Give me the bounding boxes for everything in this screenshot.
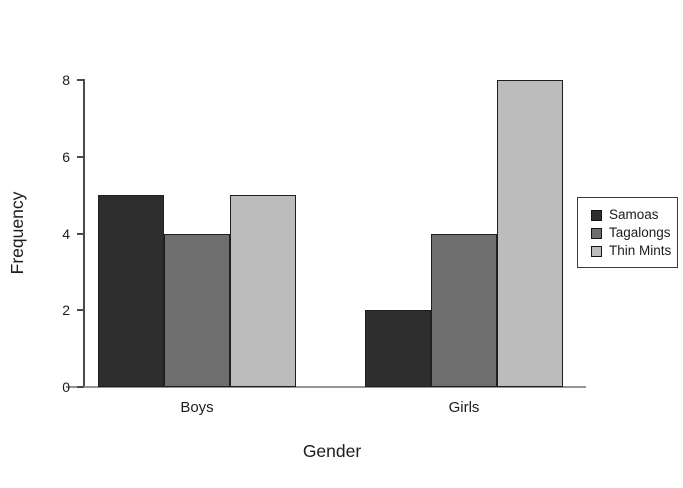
y-tick-label: 6 — [62, 148, 70, 165]
legend-item-thin-mints: Thin Mints — [591, 242, 677, 260]
legend: Samoas Tagalongs Thin Mints — [577, 197, 678, 268]
bar-boys-samoas — [98, 195, 164, 387]
y-tick-label: 8 — [62, 72, 70, 88]
y-tick-mark — [77, 232, 84, 235]
legend-items: Samoas Tagalongs Thin Mints — [591, 206, 677, 260]
y-tick-label: 4 — [62, 225, 70, 242]
x-category-label-boys: Boys — [180, 399, 214, 416]
y-tick-label: 2 — [62, 302, 70, 319]
y-tick-mark — [77, 309, 84, 312]
legend-swatch-thin-mints — [591, 245, 602, 257]
legend-swatch-samoas — [591, 209, 602, 221]
legend-label: Thin Mints — [609, 243, 672, 259]
legend-item-samoas: Samoas — [591, 206, 677, 224]
legend-label: Tagalongs — [609, 225, 671, 241]
y-axis-title: Frequency — [7, 191, 27, 275]
bar-boys-thin-mints — [230, 195, 296, 387]
legend-item-tagalongs: Tagalongs — [591, 224, 677, 242]
y-tick-mark — [77, 155, 84, 158]
bar-girls-samoas — [365, 310, 431, 387]
bar-girls-tagalongs — [431, 233, 497, 387]
legend-swatch-tagalongs — [591, 227, 602, 239]
y-tick-label: 0 — [62, 379, 70, 395]
y-tick-mark — [77, 386, 84, 388]
x-axis-line — [66, 386, 586, 388]
y-axis-line — [83, 79, 85, 388]
bar-girls-thin-mints — [497, 80, 563, 387]
y-tick-mark — [77, 79, 84, 81]
bar-boys-tagalongs — [164, 233, 230, 387]
x-axis-title: Gender — [302, 441, 362, 461]
legend-label: Samoas — [609, 207, 659, 223]
x-category-label-girls: Girls — [448, 399, 480, 416]
